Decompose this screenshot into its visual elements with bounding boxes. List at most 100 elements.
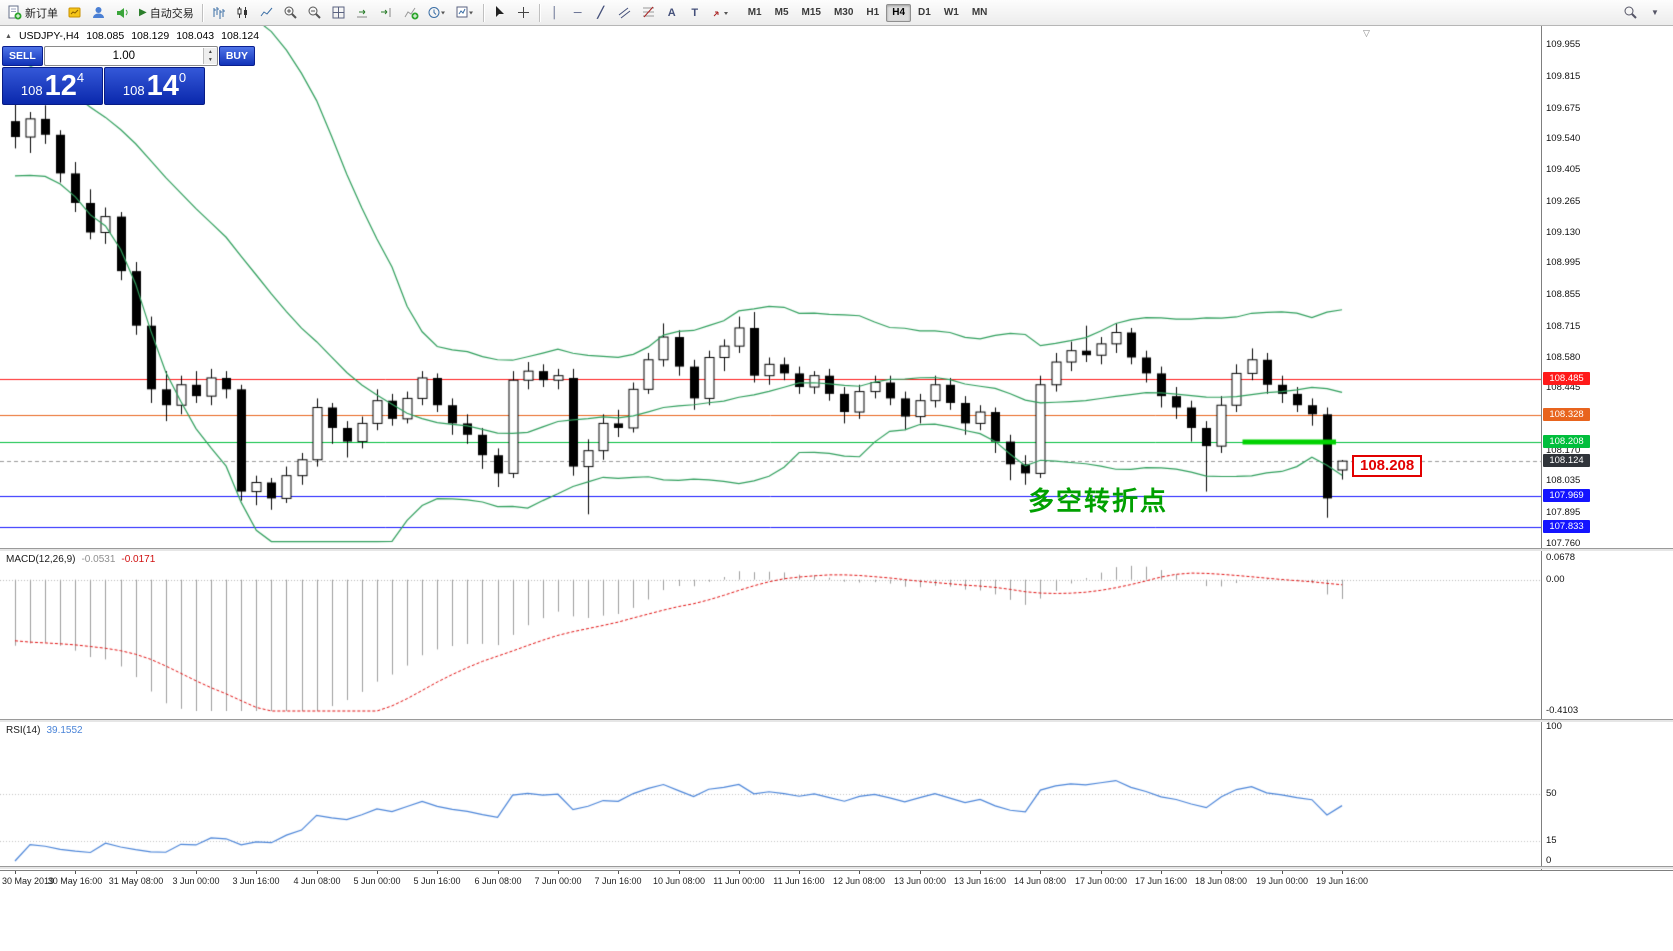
buy-price-prefix: 108 xyxy=(122,83,145,98)
time-axis-label: 17 Jun 00:00 xyxy=(1074,876,1128,886)
text-button[interactable]: A xyxy=(661,2,683,24)
auto-scroll-button[interactable] xyxy=(351,2,374,24)
macd-axis-label: 0.00 xyxy=(1546,574,1565,585)
timeframe-M30-button[interactable]: M30 xyxy=(828,4,859,22)
buy-button[interactable]: BUY xyxy=(218,46,256,66)
chart-shift-button[interactable] xyxy=(375,2,398,24)
fibonacci-button[interactable] xyxy=(637,2,660,24)
rsi-chart-canvas[interactable] xyxy=(0,722,1541,866)
macd-axis-label: 0.0678 xyxy=(1546,552,1576,563)
time-axis-label: 11 Jun 16:00 xyxy=(773,876,825,886)
zoom-in-button[interactable] xyxy=(279,2,302,24)
candles-chart-button[interactable] xyxy=(231,2,254,24)
timeframe-M15-button[interactable]: M15 xyxy=(796,4,827,22)
profile-button[interactable] xyxy=(87,2,110,24)
cursor-button[interactable] xyxy=(488,2,511,24)
price-axis[interactable]: 109.955 109.815 109.675 109.540 109.405 109.2… xyxy=(1541,26,1673,870)
bottom-panel-separator xyxy=(0,866,1673,869)
timeframe-D1-button[interactable]: D1 xyxy=(912,4,937,22)
current-price-badge: 108.124 xyxy=(1543,454,1590,467)
horizontal-line-button[interactable]: ─ xyxy=(567,2,589,24)
price-chart-canvas[interactable] xyxy=(0,26,1541,548)
time-axis-label: 5 Jun 00:00 xyxy=(353,876,401,886)
time-axis-label: 19 Jun 00:00 xyxy=(1255,876,1309,886)
spinner-up-icon[interactable]: ▲ xyxy=(203,48,217,56)
timeframe-MN-button[interactable]: MN xyxy=(966,4,994,22)
main-toolbar: 新订单 ▶ 自动交易 │ ─ ╱ xyxy=(0,0,1673,26)
price-axis-label: 109.815 xyxy=(1546,71,1581,82)
price-callout-label[interactable]: 108.208 xyxy=(1352,455,1423,477)
price-axis-label: 109.540 xyxy=(1546,133,1581,144)
price-axis-label: 107.895 xyxy=(1546,507,1581,518)
time-axis-label: 12 Jun 08:00 xyxy=(832,876,886,886)
time-axis-label: 18 Jun 08:00 xyxy=(1194,876,1248,886)
time-axis-label: 11 Jun 00:00 xyxy=(713,876,765,886)
timeframe-H1-button[interactable]: H1 xyxy=(860,4,885,22)
label-button[interactable]: T xyxy=(684,2,706,24)
autotrading-button[interactable]: ▶ 自动交易 xyxy=(135,2,198,24)
new-order-button[interactable]: 新订单 xyxy=(3,2,62,24)
periods-button[interactable] xyxy=(424,2,451,24)
macd-chart-canvas[interactable] xyxy=(0,551,1541,719)
new-order-icon xyxy=(7,5,22,20)
rsi-axis-label: 0 xyxy=(1546,855,1552,866)
templates-button[interactable] xyxy=(452,2,479,24)
rsi-panel-separator[interactable] xyxy=(0,719,1673,722)
time-axis[interactable]: 30 May 2019 30 May 16:00 31 May 08:00 3 Jun… xyxy=(0,870,1673,896)
vertical-line-button[interactable]: │ xyxy=(544,2,566,24)
timeframe-toolbar: M1 M5 M15 M30 H1 H4 D1 W1 MN xyxy=(742,3,994,22)
price-axis-label: 108.445 xyxy=(1546,382,1581,393)
tile-windows-button[interactable] xyxy=(327,2,350,24)
time-axis-tick xyxy=(196,871,197,874)
time-axis-tick xyxy=(799,871,800,874)
timeframe-W1-button[interactable]: W1 xyxy=(938,4,965,22)
time-axis-tick xyxy=(75,871,76,874)
time-axis-label: 13 Jun 16:00 xyxy=(953,876,1007,886)
price-axis-label: 109.405 xyxy=(1546,164,1581,175)
toolbar-overflow-button[interactable]: ▼ xyxy=(1644,2,1666,24)
zoom-out-button[interactable] xyxy=(303,2,326,24)
macd-main-value: -0.0531 xyxy=(81,554,116,565)
spinner-down-icon[interactable]: ▼ xyxy=(203,56,217,64)
time-axis-tick xyxy=(1161,871,1162,874)
price-axis-label: 108.580 xyxy=(1546,352,1581,363)
time-axis-tick xyxy=(437,871,438,874)
macd-signal-value: -0.0171 xyxy=(121,554,156,565)
line-chart-button[interactable] xyxy=(255,2,278,24)
market-button[interactable] xyxy=(63,2,86,24)
sell-price-prefix: 108 xyxy=(20,83,43,98)
collapse-panel-icon[interactable]: ▲ xyxy=(5,32,12,40)
sell-price-display[interactable]: 108 12 4 xyxy=(2,67,103,105)
bar-low-value: 108.043 xyxy=(176,30,215,42)
macd-panel-separator[interactable] xyxy=(0,548,1673,551)
sounds-button[interactable] xyxy=(111,2,134,24)
arrows-button[interactable] xyxy=(707,2,733,24)
timeframe-M1-button[interactable]: M1 xyxy=(742,4,768,22)
bars-chart-button[interactable] xyxy=(207,2,230,24)
indicators-button[interactable] xyxy=(399,2,423,24)
time-axis-label: 4 Jun 08:00 xyxy=(293,876,341,886)
channel-button[interactable] xyxy=(613,2,636,24)
timeframe-M5-button[interactable]: M5 xyxy=(769,4,795,22)
text-icon: A xyxy=(667,6,676,19)
time-axis-tick xyxy=(15,871,16,874)
candles-chart-icon xyxy=(235,5,250,20)
chart-window: 109.955 109.815 109.675 109.540 109.405 109.2… xyxy=(0,26,1673,951)
symbol-ohlc-line: ▲ USDJPY-,H4 108.085 108.129 108.043 108… xyxy=(5,30,259,42)
price-axis-label: 109.675 xyxy=(1546,103,1581,114)
bars-chart-icon xyxy=(211,5,226,20)
search-button[interactable] xyxy=(1619,2,1642,24)
rsi-axis-label: 100 xyxy=(1546,721,1562,732)
trendline-button[interactable]: ╱ xyxy=(590,2,612,24)
price-axis-label: 109.955 xyxy=(1546,39,1581,50)
sell-button[interactable]: SELL xyxy=(2,46,43,66)
volume-input[interactable] xyxy=(44,49,203,63)
crosshair-button[interactable] xyxy=(512,2,535,24)
chart-annotation-text[interactable]: 多空转折点 xyxy=(1028,486,1169,516)
time-axis-label: 7 Jun 16:00 xyxy=(594,876,642,886)
symbol-name: USDJPY-,H4 xyxy=(18,30,80,42)
timeframe-H4-button[interactable]: H4 xyxy=(886,3,912,22)
buy-price-display[interactable]: 108 14 0 xyxy=(104,67,205,105)
market-icon xyxy=(67,5,82,20)
